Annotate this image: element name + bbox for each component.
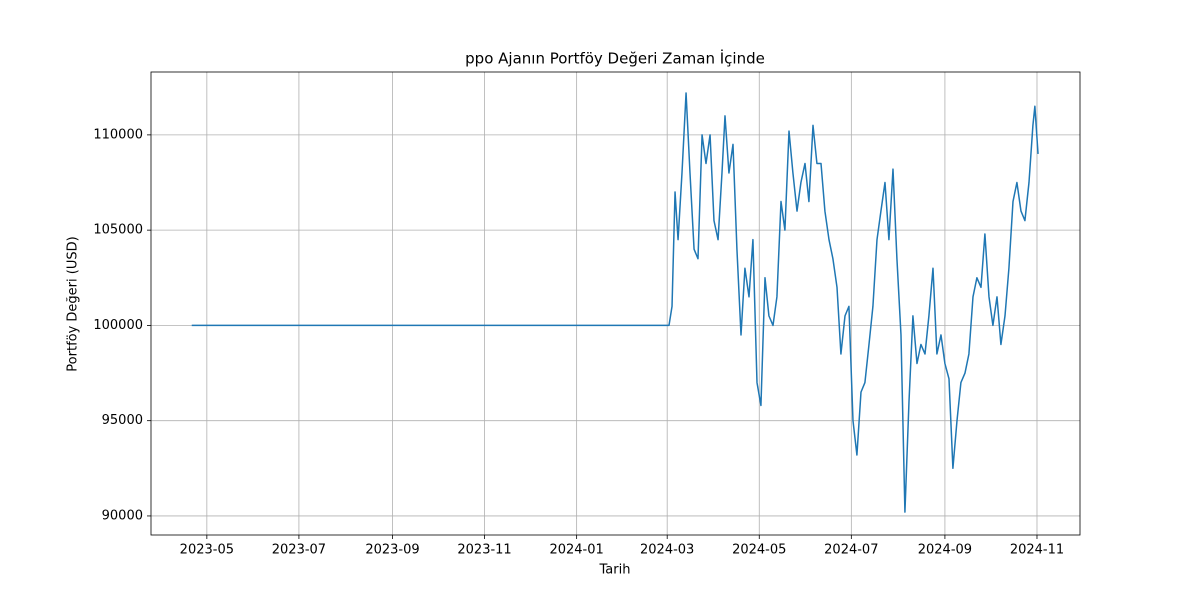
x-tick-label: 2024-05 (732, 543, 786, 558)
x-tick-label: 2024-11 (1010, 543, 1064, 558)
y-axis-label: Portföy Değeri (USD) (66, 236, 81, 371)
x-axis-label: Tarih (599, 563, 631, 578)
y-tick-label: 100000 (93, 318, 143, 333)
x-tick-label: 2024-07 (824, 543, 878, 558)
x-tick-label: 2023-05 (180, 543, 234, 558)
y-tick-label: 110000 (93, 127, 143, 142)
chart-title: ppo Ajanın Portföy Değeri Zaman İçinde (465, 49, 765, 68)
x-tick-label: 2024-01 (549, 543, 603, 558)
y-tick-label: 105000 (93, 223, 143, 238)
x-tick-label: 2023-07 (272, 543, 326, 558)
x-tick-label: 2024-09 (918, 543, 972, 558)
x-tick-label: 2024-03 (640, 543, 694, 558)
plot-area: 2023-05 2023-07 2023-09 2023-11 2024-01 2024-… (93, 72, 1080, 558)
x-tick-label: 2023-09 (365, 543, 419, 558)
axes-frame (150, 71, 1081, 536)
data-line (191, 92, 1039, 513)
y-tick-label: 95000 (102, 413, 143, 428)
x-tick-label: 2023-11 (457, 543, 511, 558)
y-tick-label: 90000 (102, 508, 143, 523)
